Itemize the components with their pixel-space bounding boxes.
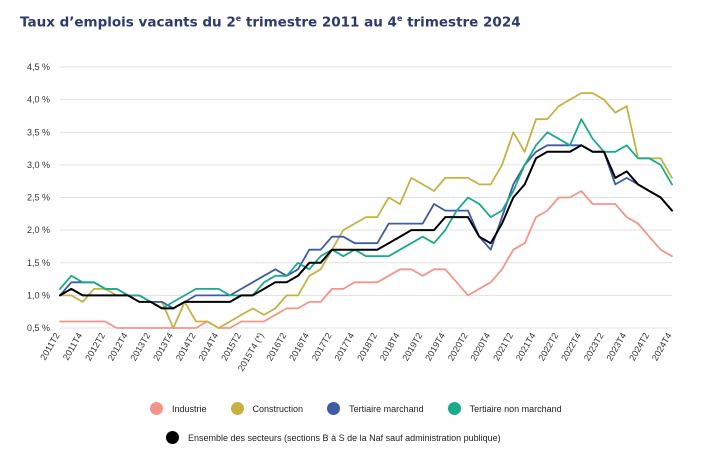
x-tick-label: 2016T2 [264, 331, 288, 362]
x-tick-label: 2016T4 [287, 331, 311, 362]
x-tick-label: 2017T2 [310, 331, 334, 362]
x-tick-label: 2024T2 [627, 331, 651, 362]
x-tick-label: 2012T4 [106, 331, 130, 362]
x-tick-label: 2017T4 [332, 331, 356, 362]
x-tick-label: 2020T4 [468, 331, 492, 362]
legend-item-construction: Construction [230, 402, 304, 415]
legend-swatch [150, 402, 163, 415]
series-line-construction [59, 92, 673, 329]
series-line-tertiaire-marchand [59, 144, 673, 310]
y-tick-label: 2,5 % [27, 193, 50, 203]
x-tick-label: 2014T2 [174, 331, 198, 362]
x-tick-label: 2019T2 [400, 331, 424, 362]
legend-item-tertiaire-marchand: Tertiaire marchand [327, 402, 424, 415]
x-tick-label: 2020T2 [446, 331, 470, 362]
x-tick-label: 2018T4 [378, 331, 402, 362]
y-tick-label: 3,5 % [27, 127, 50, 137]
legend-item-ensemble: Ensemble des secteurs (sections B à S de… [166, 431, 501, 444]
x-tick-label: 2013T4 [151, 331, 175, 362]
legend-swatch [230, 402, 244, 415]
x-tick-label: 2021T2 [491, 331, 515, 362]
x-tick-label: 2014T4 [196, 331, 220, 362]
series-line-industrie [59, 190, 673, 329]
x-tick-label: 2021T4 [514, 331, 538, 362]
legend: Industrie Construction Tertiaire marchand T… [150, 402, 586, 415]
x-tick-label: 2023T2 [582, 331, 606, 362]
x-tick-label: 2019T4 [423, 331, 447, 362]
y-tick-label: 1,5 % [27, 258, 50, 268]
legend-item-tertiaire-non-marchand: Tertiaire non marchand [447, 402, 562, 415]
y-tick-label: 1,0 % [27, 290, 50, 300]
legend-swatch [327, 402, 341, 415]
legend-label: Construction [252, 403, 304, 414]
legend-swatch [166, 431, 179, 444]
x-tick-label: 2024T4 [650, 331, 674, 362]
x-tick-label: 2022T2 [536, 331, 560, 362]
legend-swatch [447, 402, 461, 415]
y-tick-label: 4,0 % [27, 95, 50, 105]
legend-label: Ensemble des secteurs (sections B à S de… [188, 432, 501, 443]
y-tick-label: 2,0 % [27, 225, 50, 235]
line-chart: 0,5 % 1,0 % 1,5 % 2,0 % 2,5 % 3,0 % 3,5 % 4,0 %… [27, 62, 674, 373]
x-tick-label: 2023T4 [604, 331, 628, 362]
legend-label: Tertiaire non marchand [469, 403, 562, 414]
legend-label: Industrie [172, 403, 207, 414]
legend-label: Tertiaire marchand [349, 403, 424, 414]
x-tick-label: 2018T2 [355, 331, 379, 362]
legend-ensemble: Ensemble des secteurs (sections B à S de… [166, 431, 525, 444]
y-tick-label: 3,0 % [27, 160, 50, 170]
x-tick-label: 2015T2 [219, 331, 243, 362]
legend-item-industrie: Industrie [150, 402, 207, 415]
chart-title: Taux d’emplois vacants du 2e trimestre 2… [20, 14, 521, 31]
y-tick-label: 0,5 % [27, 323, 50, 333]
series-line-tertiaire-non-marchand [59, 118, 673, 310]
y-tick-label: 4,5 % [27, 62, 50, 72]
x-tick-label: 2012T2 [83, 331, 107, 362]
series-line-ensemble [59, 144, 673, 310]
x-tick-label: 2011T2 [38, 331, 62, 362]
x-tick-label: 2011T4 [61, 331, 85, 362]
x-tick-label: 2013T2 [128, 331, 152, 362]
x-tick-label: 2022T4 [559, 331, 583, 362]
